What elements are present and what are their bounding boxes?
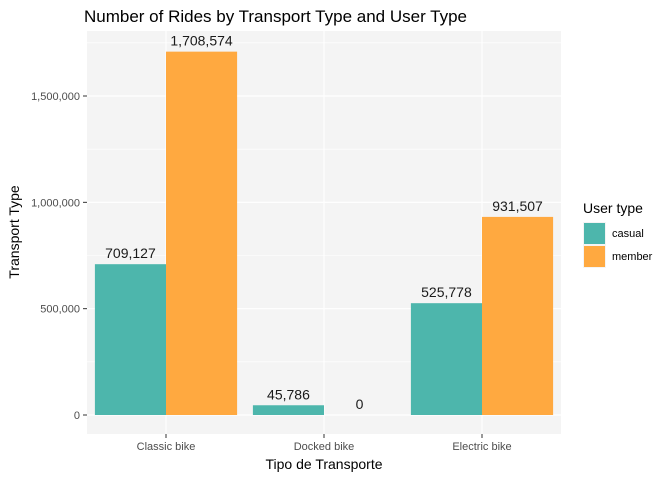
x-tick-label: Classic bike bbox=[137, 441, 196, 453]
x-axis: Classic bike Docked bike Electric bike bbox=[137, 434, 512, 453]
x-tick-label: Docked bike bbox=[294, 441, 355, 453]
bars bbox=[94, 51, 554, 416]
bar-casual bbox=[94, 264, 166, 415]
data-label: 1,708,574 bbox=[170, 33, 232, 49]
data-label: 45,786 bbox=[267, 386, 310, 402]
legend: User type casual member bbox=[583, 200, 653, 268]
legend-swatch-member bbox=[584, 246, 605, 267]
chart-title: Number of Rides by Transport Type and Us… bbox=[84, 7, 467, 26]
x-tick-label: Electric bike bbox=[452, 441, 511, 453]
bar-casual bbox=[410, 303, 482, 415]
data-label: 525,778 bbox=[421, 284, 472, 300]
y-tick-label: 1,500,000 bbox=[31, 91, 80, 103]
y-tick-label: 0 bbox=[74, 410, 80, 422]
data-labels: 709,127 1,708,574 45,786 0 525,778 931,507 bbox=[105, 33, 543, 412]
bar-casual bbox=[252, 405, 324, 415]
y-axis: 0 500,000 1,000,000 1,500,000 bbox=[31, 91, 87, 422]
data-label: 931,507 bbox=[492, 198, 543, 214]
bar-member bbox=[482, 216, 554, 415]
legend-label: member bbox=[612, 251, 653, 263]
legend-label: casual bbox=[612, 228, 644, 240]
data-label: 0 bbox=[356, 396, 364, 412]
x-axis-title: Tipo de Transporte bbox=[266, 456, 383, 472]
bar-member bbox=[166, 51, 238, 416]
legend-swatch-casual bbox=[584, 223, 605, 244]
y-tick-label: 1,000,000 bbox=[31, 197, 80, 209]
legend-title: User type bbox=[583, 200, 643, 216]
y-axis-title: Transport Type bbox=[6, 185, 22, 279]
data-label: 709,127 bbox=[105, 245, 156, 261]
y-tick-label: 500,000 bbox=[40, 304, 80, 316]
